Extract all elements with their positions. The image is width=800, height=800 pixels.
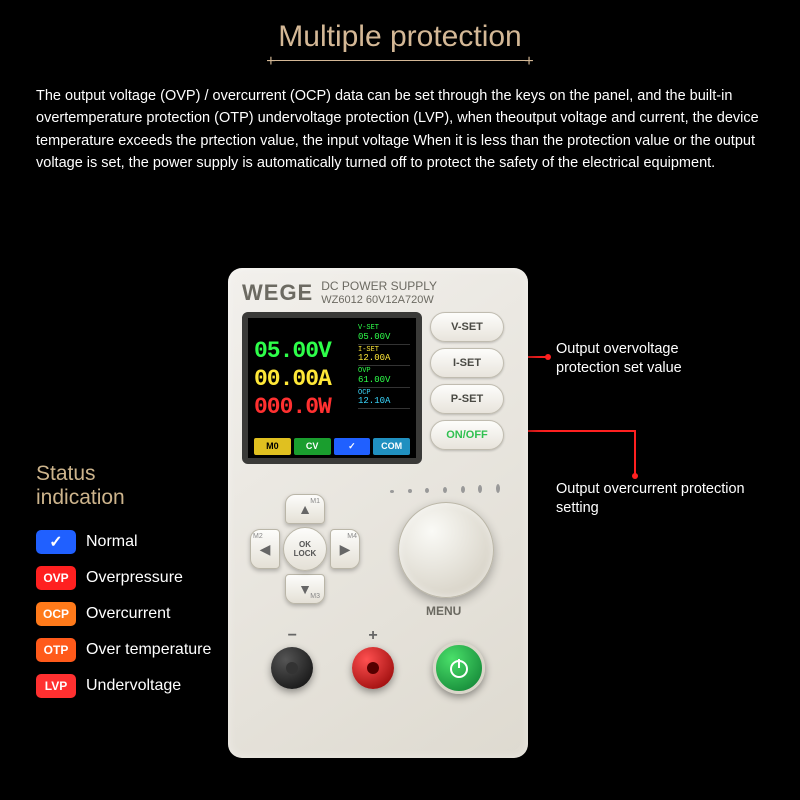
legend-badge: OVP <box>36 566 76 590</box>
legend-badge: LVP <box>36 674 76 698</box>
product-line2: WZ6012 60V12A720W <box>321 294 437 306</box>
power-icon <box>447 656 471 680</box>
description-text: The output voltage (OVP) / overcurrent (… <box>0 61 800 185</box>
current-reading: 00.00A <box>254 366 354 392</box>
product-line1: DC POWER SUPPLY <box>321 280 437 293</box>
dpad-ok-button[interactable]: OK LOCK <box>283 527 327 571</box>
legend-label: Undervoltage <box>86 677 181 695</box>
status-heading: Status indication <box>36 462 125 510</box>
lcd-screen: 05.00V 00.00A 000.0W V-SET05.00V I-SET12… <box>242 312 422 464</box>
legend-badge: OTP <box>36 638 76 662</box>
voltage-reading: 05.00V <box>254 338 354 364</box>
legend-row: OCP Overcurrent <box>36 602 211 626</box>
legend-row: OVP Overpressure <box>36 566 211 590</box>
negative-terminal[interactable]: − <box>271 647 313 689</box>
dpad-up-button[interactable]: ▲M1 <box>285 494 325 524</box>
power-supply-device: WEGE DC POWER SUPPLY WZ6012 60V12A720W 0… <box>228 268 528 758</box>
mini-vset-val: 05.00V <box>358 333 410 343</box>
dpad: ▲M1 ▼M3 ◀M2 ▶M4 OK LOCK <box>250 494 360 604</box>
legend-label: Over temperature <box>86 641 211 659</box>
menu-label: MENU <box>426 604 461 618</box>
legend-badge: ✓ <box>36 530 76 554</box>
positive-terminal[interactable]: + <box>352 647 394 689</box>
dpad-lock-label: LOCK <box>294 550 317 558</box>
dpad-ok-label: OK <box>299 541 311 549</box>
dpad-left-button[interactable]: ◀M2 <box>250 529 280 569</box>
brand-label: WEGE <box>242 280 313 306</box>
callout-line-onoff-v <box>634 430 636 476</box>
iset-button[interactable]: I-SET <box>430 348 504 378</box>
rotary-knob[interactable] <box>398 502 494 598</box>
vset-button[interactable]: V-SET <box>430 312 504 342</box>
mini-ovp-val: 61.00V <box>358 376 410 386</box>
dpad-down-button[interactable]: ▼M3 <box>285 574 325 604</box>
legend-label: Overcurrent <box>86 605 170 623</box>
callout-text-ocp: Output overcurrent protection setting <box>556 480 756 518</box>
status-box-check: ✓ <box>334 438 371 455</box>
legend-badge: OCP <box>36 602 76 626</box>
legend-label: Overpressure <box>86 569 183 587</box>
page-title: Multiple protection <box>270 20 529 61</box>
legend-row: ✓ Normal <box>36 530 211 554</box>
status-box-cv: CV <box>294 438 331 455</box>
pset-button[interactable]: P-SET <box>430 384 504 414</box>
dpad-right-button[interactable]: ▶M4 <box>330 529 360 569</box>
onoff-button[interactable]: ON/OFF <box>430 420 504 450</box>
mini-ocp-val: 12.10A <box>358 397 410 407</box>
power-reading: 000.0W <box>254 394 354 420</box>
legend-row: OTP Over temperature <box>36 638 211 662</box>
status-legend: ✓NormalOVPOverpressureOCPOvercurrentOTPO… <box>36 530 211 698</box>
legend-label: Normal <box>86 533 138 551</box>
status-box-m0: M0 <box>254 438 291 455</box>
mini-iset-val: 12.00A <box>358 354 410 364</box>
legend-row: LVP Undervoltage <box>36 674 211 698</box>
status-box-com: COM <box>373 438 410 455</box>
power-button[interactable] <box>433 642 485 694</box>
callout-text-ovp: Output overvoltage protection set value <box>556 340 746 378</box>
knob-scale-dots <box>390 484 500 493</box>
